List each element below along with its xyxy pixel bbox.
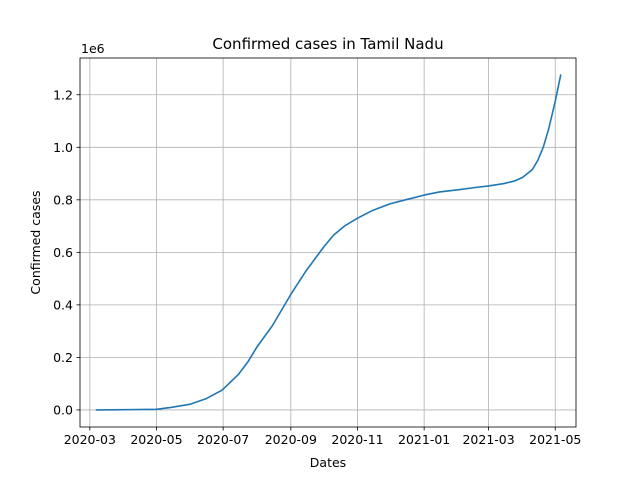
y-axis-offset-label: 1e6 bbox=[81, 41, 105, 56]
y-tick-label: 0.2 bbox=[53, 350, 73, 365]
x-tick-label: 2020-09 bbox=[265, 432, 317, 447]
x-tick-label: 2020-03 bbox=[64, 432, 116, 447]
x-tick-label: 2021-01 bbox=[398, 432, 450, 447]
y-tick-label: 0.0 bbox=[53, 402, 73, 417]
plot-frame bbox=[79, 57, 577, 428]
x-tick-label: 2021-05 bbox=[529, 432, 581, 447]
y-tick-label: 1.0 bbox=[53, 140, 73, 155]
y-tick-label: 0.4 bbox=[53, 297, 73, 312]
series bbox=[95, 74, 562, 411]
chart-title: Confirmed cases in Tamil Nadu bbox=[212, 35, 443, 53]
x-tick-label: 2020-05 bbox=[130, 432, 182, 447]
x-tick-label: 2020-11 bbox=[331, 432, 383, 447]
series-line-0 bbox=[95, 74, 562, 411]
y-tick-label: 0.8 bbox=[53, 192, 73, 207]
x-tick-label: 2021-03 bbox=[462, 432, 514, 447]
y-tick-label: 0.6 bbox=[53, 245, 73, 260]
x-tick-label: 2020-07 bbox=[197, 432, 249, 447]
y-tick-label: 1.2 bbox=[53, 87, 73, 102]
ticks: 2020-03 2020-05 2020-07 2020-09 2020-11 2021-… bbox=[53, 87, 581, 447]
grid bbox=[80, 58, 576, 427]
x-axis-label: Dates bbox=[310, 455, 346, 470]
y-axis-label: Confirmed cases bbox=[28, 190, 43, 294]
